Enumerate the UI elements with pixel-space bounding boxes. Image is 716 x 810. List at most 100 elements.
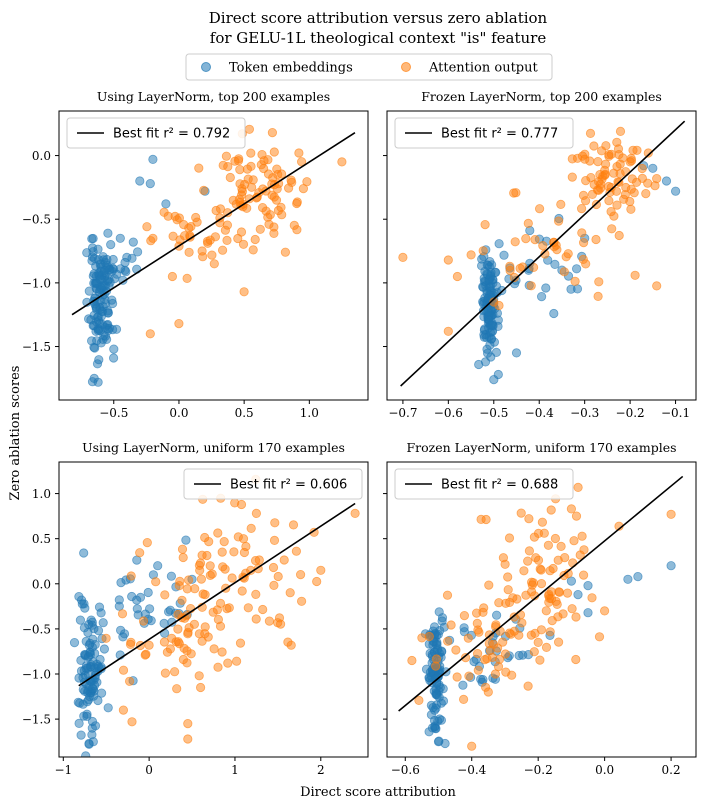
token-embedding-point (132, 595, 142, 605)
attention-output-point (554, 587, 564, 597)
attention-output-point (467, 741, 477, 751)
attention-output-point (251, 614, 261, 624)
token-embedding-point (541, 283, 551, 293)
attention-output-point (505, 261, 515, 271)
attention-output-point (197, 636, 207, 646)
token-embedding-point (633, 571, 643, 582)
token-embedding-point (103, 308, 113, 318)
attention-output-point (250, 234, 260, 245)
attention-output-point (524, 546, 535, 556)
token-embedding-point (99, 644, 110, 654)
token-embedding-point (75, 615, 86, 625)
attention-output-point (273, 571, 283, 582)
attention-output-point (503, 585, 513, 595)
attention-output-point (138, 616, 149, 626)
attention-output-point (205, 570, 215, 581)
panel-group: Using LayerNorm, top 200 examples −0.5 0.0… (22, 89, 697, 777)
attention-output-point (637, 163, 647, 174)
attention-output-point (194, 163, 204, 173)
token-embedding-point (97, 688, 107, 698)
attention-output-point (417, 633, 427, 643)
attention-output-point (269, 535, 280, 546)
attention-output-point (251, 508, 261, 519)
attention-output-point (615, 126, 626, 136)
attention-output-point (125, 676, 135, 686)
token-embedding-point (571, 264, 582, 274)
attention-output-point (523, 681, 533, 691)
attention-output-point (175, 576, 185, 587)
token-embedding-point (81, 751, 91, 757)
token-embedding-point (474, 359, 484, 370)
token-embedding-point (159, 618, 169, 629)
x-axis-label: Direct score attribution (300, 785, 456, 800)
token-embedding-point (145, 179, 155, 189)
token-embedding-point (87, 617, 97, 627)
best-fit-line (398, 475, 684, 712)
attention-output-point (593, 291, 603, 301)
attention-output-point (494, 654, 505, 665)
token-embedding-point (74, 718, 84, 729)
y-tick-label: −1.5 (22, 340, 51, 354)
attention-output-point (269, 147, 279, 157)
panel-title: Using LayerNorm, top 200 examples (97, 89, 330, 104)
token-embedding-point (458, 680, 468, 690)
attention-output-point (178, 552, 188, 563)
token-embedding-point (109, 344, 119, 354)
attention-output-point (238, 239, 249, 249)
attention-output-point (498, 637, 508, 647)
attention-output-point (589, 141, 599, 151)
attention-output-point (596, 146, 607, 156)
token-embedding-point (135, 176, 145, 186)
token-embedding-point (119, 629, 130, 639)
attention-output-point (442, 590, 453, 600)
token-embedding-point (84, 286, 94, 296)
attention-output-point (552, 599, 562, 610)
attention-output-point (446, 620, 456, 630)
attention-output-point (239, 287, 249, 297)
token-embedding-point (153, 561, 163, 571)
attention-output-point (173, 637, 183, 647)
attention-output-point (494, 598, 504, 608)
attention-output-point (118, 665, 129, 675)
attention-output-point (414, 695, 424, 706)
attention-output-point (224, 603, 234, 613)
token-embedding-point (477, 254, 487, 264)
token-embedding-point (95, 318, 105, 329)
attention-output-point (160, 590, 170, 600)
attention-output-point (551, 240, 561, 250)
attention-output-point (530, 235, 540, 245)
token-embedding-point (86, 315, 96, 325)
token-embedding-point (87, 336, 97, 346)
attention-output-point (607, 224, 617, 234)
attention-output-point (570, 276, 580, 286)
x-tick-label: −0.4 (457, 763, 487, 777)
attention-output-point (160, 668, 170, 678)
panel-plot-area (69, 474, 360, 757)
token-embedding-point (101, 299, 111, 309)
attention-output-point (577, 531, 587, 541)
panel-plot-area (398, 475, 684, 757)
figure-legend: Token embeddings Attention output (185, 53, 553, 81)
x-tick-label: 0.0 (169, 406, 188, 420)
attention-output-point (170, 667, 180, 677)
token-embedding-point (121, 267, 131, 277)
panel-3: Using LayerNorm, uniform 170 examples −1 0… (22, 440, 369, 777)
attention-output-point (269, 228, 279, 238)
attention-output-point (473, 665, 483, 675)
token-embedding-point (566, 576, 577, 586)
token-embedding-point (81, 663, 91, 673)
attention-output-point (337, 157, 347, 167)
attention-output-point (606, 207, 616, 217)
attention-output-point (309, 527, 319, 537)
token-embedding-point (583, 608, 593, 618)
attention-output-point (230, 498, 240, 508)
attention-output-point (243, 603, 253, 613)
attention-output-point (267, 128, 277, 138)
token-embedding-point (128, 237, 138, 247)
token-embedding-point (573, 589, 583, 600)
attention-output-point (464, 671, 474, 681)
token-embedding-point (511, 348, 522, 358)
panel-title: Frozen LayerNorm, uniform 170 examples (406, 440, 676, 455)
attention-output-point (177, 595, 187, 605)
attention-output-point (277, 210, 287, 220)
